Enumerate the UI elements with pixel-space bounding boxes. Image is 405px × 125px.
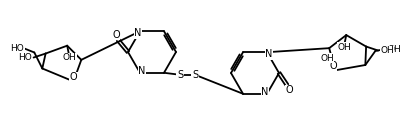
Text: HO: HO <box>11 44 24 53</box>
Text: N: N <box>134 28 142 38</box>
Text: O: O <box>285 85 293 95</box>
Text: S: S <box>192 70 198 80</box>
Text: OH: OH <box>337 43 351 52</box>
Text: N: N <box>139 66 146 76</box>
Text: S: S <box>177 70 183 80</box>
Text: N: N <box>261 87 269 97</box>
Text: HO: HO <box>18 53 32 62</box>
Text: O: O <box>112 30 120 40</box>
Text: OH: OH <box>320 54 334 63</box>
Text: OH: OH <box>62 53 76 62</box>
Text: O: O <box>329 61 337 71</box>
Text: OH: OH <box>380 46 394 55</box>
Text: OH: OH <box>387 44 401 54</box>
Text: N: N <box>265 49 273 59</box>
Text: O: O <box>70 72 77 82</box>
